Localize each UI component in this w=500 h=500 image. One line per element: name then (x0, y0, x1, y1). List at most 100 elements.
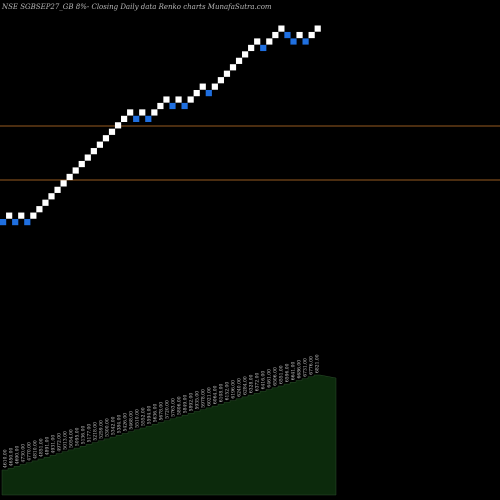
price-label: 5935.00 (195, 391, 201, 410)
chart-title: NSE SGBSEP27_GB 8%- Closing Daily data R… (1, 3, 272, 11)
renko-brick-up (211, 83, 218, 90)
price-label: 5849.00 (183, 394, 189, 413)
renko-brick-up (254, 38, 261, 45)
renko-brick-down (133, 115, 140, 122)
price-label: 6776.00 (309, 356, 315, 375)
price-label: 5384.00 (117, 415, 123, 434)
renko-brick-up (127, 109, 134, 116)
renko-brick-up (114, 122, 122, 129)
renko-brick-up (272, 31, 279, 39)
price-label: 6372.00 (255, 373, 261, 392)
price-label: 5510.00 (135, 409, 141, 428)
price-label: 5806.00 (177, 396, 183, 415)
price-label: 5594.00 (147, 405, 153, 424)
renko-brick-up (235, 57, 243, 64)
price-label: 5136.00 (81, 426, 87, 445)
price-label: 5468.00 (129, 411, 135, 430)
price-label: 6416.00 (261, 371, 267, 390)
renko-brick-up (229, 64, 237, 71)
price-label: 5892.00 (189, 393, 195, 412)
renko-brick-up (30, 212, 37, 219)
renko-brick-down (145, 115, 152, 122)
renko-brick-up (223, 70, 231, 77)
renko-brick-up (108, 128, 116, 135)
price-label: 6328.00 (249, 374, 255, 393)
renko-brick-up (48, 193, 55, 200)
renko-brick-down (290, 38, 297, 45)
price-label: 6064.00 (213, 385, 219, 404)
price-label: 6686.00 (297, 360, 303, 379)
price-label: 5259.00 (99, 420, 105, 439)
price-label: 6021.00 (207, 387, 213, 406)
price-label: 6196.00 (231, 380, 237, 399)
renko-brick-up (242, 51, 249, 58)
price-label: 6152.00 (225, 382, 231, 401)
price-label: 5678.00 (159, 402, 165, 421)
price-label: 5978.00 (201, 389, 207, 408)
price-label: 5095.00 (75, 427, 81, 446)
renko-brick-up (314, 25, 321, 32)
renko-brick-down (302, 38, 309, 45)
renko-brick-up (278, 25, 285, 32)
volume-area (1, 374, 337, 496)
price-label: 5342.00 (111, 416, 117, 435)
price-label: 4610.00 (3, 449, 9, 468)
price-label: 6108.00 (219, 383, 225, 402)
renko-brick-up (96, 141, 103, 148)
renko-brick-up (90, 148, 97, 155)
renko-brick-down (169, 102, 176, 110)
renko-brick-up (18, 212, 25, 219)
price-label: 5177.00 (87, 424, 93, 443)
renko-brick-up (187, 96, 194, 103)
price-label: 6731.00 (303, 358, 309, 377)
renko-brick-up (54, 186, 61, 193)
price-label: 6641.00 (291, 362, 297, 381)
price-label: 4931.00 (51, 435, 57, 454)
renko-brick-down (24, 219, 31, 226)
renko-brick-up (36, 206, 43, 213)
price-label: 5426.00 (123, 413, 129, 432)
price-label: 5218.00 (93, 422, 99, 441)
price-label: 6821.00 (315, 354, 321, 373)
renko-brick-up (139, 109, 146, 116)
renko-brick-up (157, 102, 164, 110)
price-labels-group: 4610.00 4650.00 4690.00 4730.00 4770.00 4810.… (3, 354, 321, 468)
renko-brick-down (284, 31, 291, 39)
price-label: 4972.00 (57, 433, 63, 452)
price-label: 4650.00 (9, 447, 15, 466)
renko-brick-up (151, 109, 158, 116)
renko-brick-up (193, 90, 200, 97)
renko-brick-down (205, 90, 212, 97)
renko-brick-up (308, 31, 315, 39)
price-label: 6284.00 (243, 376, 249, 395)
price-label: 4891.00 (45, 436, 51, 455)
renko-brick-down (181, 102, 188, 110)
renko-brick-up (42, 199, 49, 206)
price-label: 5552.00 (141, 407, 147, 426)
renko-brick-up (6, 212, 13, 219)
price-label: 5636.00 (153, 404, 159, 423)
price-label: 4810.00 (33, 440, 39, 459)
price-label: 5300.00 (105, 418, 111, 437)
bricks-group (0, 25, 321, 226)
price-label: 6506.00 (273, 367, 279, 386)
price-label: 4730.00 (21, 444, 27, 463)
renko-brick-up (163, 96, 170, 103)
price-label: 6461.00 (267, 369, 273, 388)
renko-brick-up (266, 38, 273, 45)
renko-brick-up (175, 96, 182, 103)
renko-brick-up (66, 173, 73, 181)
renko-brick-up (72, 167, 79, 174)
price-label: 4690.00 (15, 446, 21, 465)
renko-brick-up (78, 160, 85, 168)
price-label: 4770.00 (27, 442, 33, 461)
renko-brick-up (296, 31, 303, 39)
price-label: 5720.00 (165, 400, 171, 419)
renko-brick-up (60, 180, 67, 187)
renko-brick-down (260, 44, 267, 52)
price-label: 5763.00 (171, 398, 177, 417)
renko-brick-down (12, 219, 19, 226)
renko-brick-up (248, 44, 255, 52)
price-label: 6240.00 (237, 378, 243, 397)
